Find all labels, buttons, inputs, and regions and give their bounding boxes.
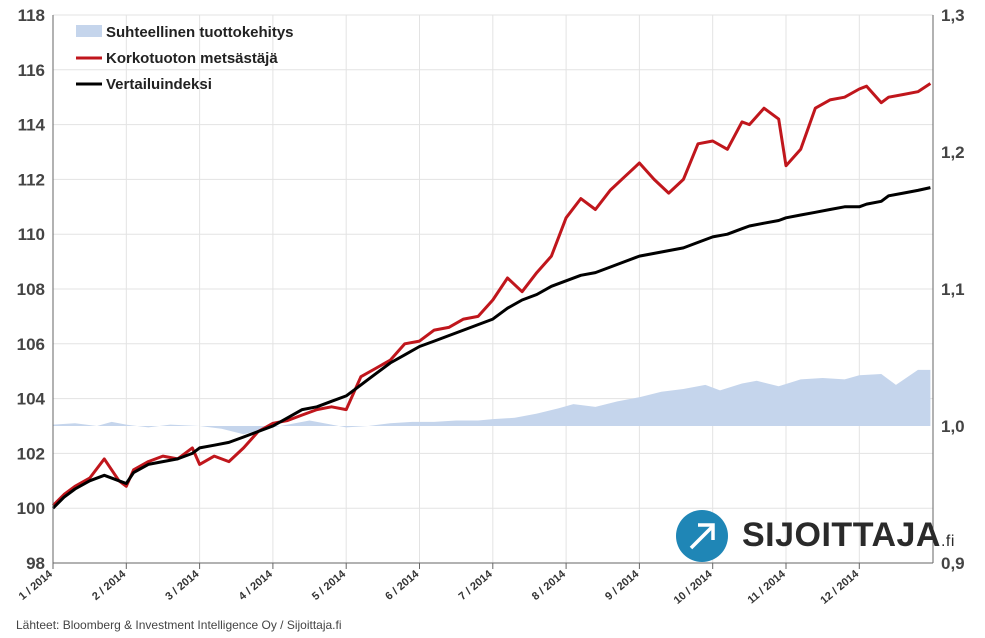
left-axis-ticks: 98 100 102 104 106 108 110 112 114 116 118 [17, 6, 46, 573]
left-tick-label: 114 [18, 116, 46, 135]
gridlines [52, 14, 933, 564]
area-series-relative-return [53, 369, 931, 435]
x-tick-label: 10 / 2014 [672, 568, 716, 607]
legend-swatch [76, 25, 102, 37]
logo-name: SIJOITTAJA [742, 516, 941, 554]
x-tick-label: 11 / 2014 [746, 568, 789, 607]
left-tick-label: 104 [17, 390, 46, 409]
x-tick-label: 8 / 2014 [530, 568, 569, 603]
x-tick-label: 4 / 2014 [237, 568, 276, 603]
legend-label: Korkotuoton metsästäjä [106, 50, 278, 67]
x-tick-label: 5 / 2014 [310, 568, 349, 603]
legend-label: Vertailuindeksi [106, 76, 212, 93]
arrow-icon [676, 510, 728, 562]
logo-suffix: .fi [940, 533, 955, 550]
axes [52, 15, 934, 569]
left-tick-label: 108 [17, 280, 45, 299]
left-tick-label: 112 [18, 170, 45, 189]
right-tick-label: 1,2 [941, 143, 965, 162]
x-tick-label: 12 / 2014 [818, 568, 862, 607]
line-series [51, 82, 932, 510]
legend-label: Suhteellinen tuottokehitys [106, 24, 294, 41]
left-tick-label: 100 [17, 499, 45, 518]
line-series-1 [51, 82, 932, 507]
right-tick-label: 0,9 [941, 554, 965, 573]
x-tick-label: 7 / 2014 [457, 568, 496, 603]
left-tick-label: 106 [17, 335, 45, 354]
left-tick-label: 116 [18, 61, 45, 80]
left-tick-label: 102 [17, 444, 45, 463]
legend: Suhteellinen tuottokehitys Korkotuoton me… [76, 24, 294, 93]
sijoittaja-logo: SIJOITTAJA.fi [676, 510, 954, 562]
x-tick-label: 3 / 2014 [163, 568, 202, 603]
area-series [53, 369, 931, 435]
line-series-2 [51, 186, 931, 510]
right-axis-ticks: 0,9 1,0 1,1 1,2 1,3 [941, 6, 965, 573]
right-tick-label: 1,1 [941, 280, 965, 299]
right-tick-label: 1,0 [941, 417, 965, 436]
source-note: Lähteet: Bloomberg & Investment Intellig… [16, 618, 342, 632]
right-tick-label: 1,3 [941, 6, 965, 25]
x-tick-label: 2 / 2014 [90, 568, 129, 603]
left-tick-label: 98 [26, 554, 45, 573]
left-tick-label: 118 [18, 6, 45, 25]
x-tick-label: 9 / 2014 [603, 568, 642, 603]
x-tick-label: 6 / 2014 [383, 568, 422, 603]
left-tick-label: 110 [18, 225, 45, 244]
x-axis-ticks: 1 / 2014 2 / 2014 3 / 2014 4 / 2014 5 / 2014… [17, 568, 862, 607]
